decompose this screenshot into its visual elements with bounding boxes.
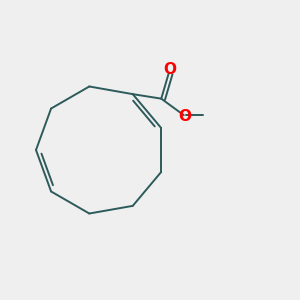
Text: O: O — [178, 109, 191, 124]
Text: O: O — [163, 62, 176, 77]
